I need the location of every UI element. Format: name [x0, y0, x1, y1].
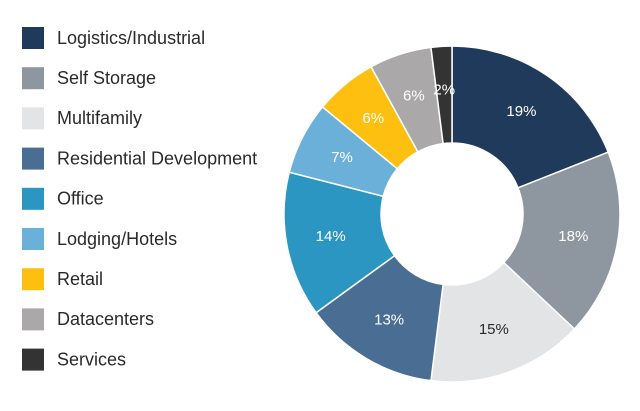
legend-label: Multifamily [57, 108, 142, 128]
legend-label: Lodging/Hotels [57, 229, 177, 249]
slice-label: 2% [433, 82, 455, 99]
donut-slice [451, 45, 610, 189]
legend-label: Residential Development [57, 148, 257, 168]
legend-swatch [22, 107, 44, 130]
legend-swatch [22, 348, 44, 371]
legend-label: Self Storage [57, 68, 156, 88]
legend-label: Services [57, 349, 126, 369]
legend-label: Logistics/Industrial [57, 28, 205, 48]
donut-slice [502, 151, 621, 331]
donut-slice [430, 261, 576, 383]
slice-label: 14% [316, 228, 346, 245]
legend-label: Office [57, 189, 104, 209]
legend-swatch [22, 308, 44, 331]
legend-swatch [22, 67, 44, 90]
donut-slice [430, 45, 453, 145]
legend-swatch [22, 268, 44, 291]
legend-label: Datacenters [57, 309, 154, 329]
slice-label: 15% [479, 321, 509, 338]
slice-label: 13% [374, 311, 404, 328]
slice-label: 7% [331, 149, 353, 166]
slice-label: 19% [506, 103, 536, 120]
legend-swatch [22, 187, 44, 210]
slice-label: 18% [558, 228, 588, 245]
slice-label: 6% [403, 88, 425, 105]
legend-label: Retail [57, 269, 103, 289]
donut-slice [283, 171, 396, 314]
slice-label: 6% [362, 110, 384, 127]
legend-swatch [22, 27, 44, 49]
legend-swatch [22, 228, 44, 250]
legend-swatch [22, 147, 44, 170]
